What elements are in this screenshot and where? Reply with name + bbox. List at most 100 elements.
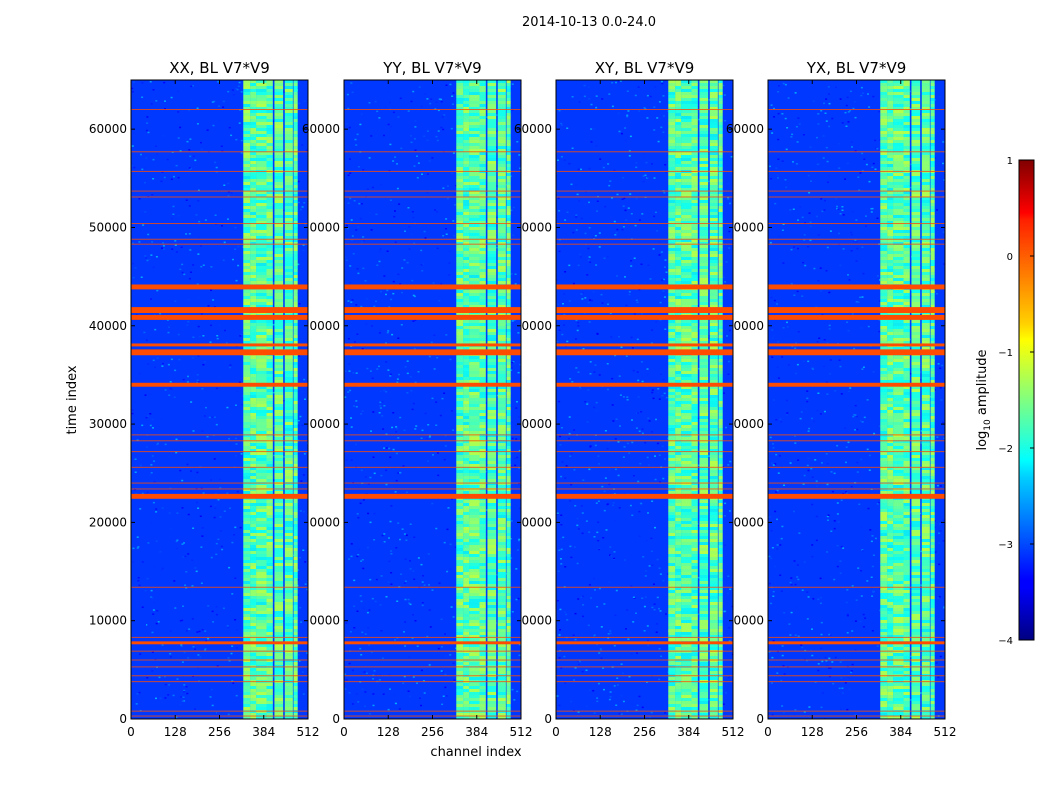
noise-pixel: [215, 553, 218, 556]
noise-pixel: [219, 237, 222, 239]
band-texture: [266, 161, 273, 164]
band-texture: [266, 140, 273, 143]
noise-pixel: [428, 664, 431, 666]
band-texture: [250, 263, 257, 266]
band-texture: [506, 404, 511, 407]
band-texture: [463, 281, 470, 284]
band-texture: [256, 140, 267, 143]
band-texture: [487, 200, 497, 203]
band-texture: [256, 539, 267, 542]
band-texture: [250, 269, 257, 272]
band-texture: [256, 611, 267, 614]
band-texture: [506, 575, 511, 578]
band-texture: [284, 458, 293, 461]
noise-pixel: [630, 213, 633, 215]
band-texture: [487, 137, 497, 140]
noise-pixel: [560, 156, 563, 158]
noise-pixel: [516, 456, 519, 459]
band-texture: [497, 116, 506, 119]
noise-pixel: [389, 373, 392, 376]
band-texture: [469, 521, 480, 524]
noise-pixel: [366, 611, 369, 614]
band-texture: [293, 362, 298, 365]
band-texture: [506, 638, 511, 641]
noise-pixel: [180, 644, 183, 646]
band-texture: [456, 410, 464, 413]
noise-pixel: [218, 105, 221, 107]
band-texture: [293, 323, 298, 326]
band-texture: [256, 548, 267, 551]
band-texture: [274, 428, 284, 431]
band-texture: [497, 533, 506, 536]
band-texture: [243, 101, 251, 104]
noise-pixel: [367, 546, 369, 549]
band-texture: [497, 86, 506, 89]
band-texture: [479, 134, 486, 137]
band-texture: [463, 707, 470, 710]
band-texture: [506, 458, 511, 461]
band-texture: [293, 212, 298, 215]
noise-pixel: [381, 534, 384, 537]
noise-pixel: [190, 85, 193, 88]
noise-pixel: [368, 644, 371, 646]
band-texture: [469, 191, 480, 194]
band-texture: [479, 245, 486, 248]
band-texture: [497, 503, 506, 506]
band-texture: [506, 269, 511, 272]
band-texture: [266, 290, 273, 293]
band-texture: [284, 179, 293, 182]
band-texture: [479, 299, 486, 302]
band-texture: [506, 251, 511, 254]
band-texture: [497, 272, 506, 275]
noise-pixel: [198, 220, 201, 223]
noise-pixel: [141, 492, 144, 495]
noise-pixel: [202, 364, 205, 366]
noise-pixel: [196, 631, 199, 633]
band-texture: [456, 131, 464, 134]
band-texture: [487, 623, 497, 626]
band-texture: [293, 275, 298, 278]
noise-pixel: [208, 416, 211, 419]
band-texture: [243, 416, 251, 419]
noise-pixel: [372, 693, 375, 695]
band-texture: [274, 530, 284, 533]
band-texture: [256, 683, 267, 686]
band-texture: [497, 101, 506, 104]
noise-pixel: [359, 502, 362, 505]
band-texture: [256, 512, 267, 515]
band-texture: [487, 92, 497, 95]
band-texture: [256, 695, 267, 698]
band-texture: [266, 365, 273, 368]
band-texture: [266, 638, 273, 641]
noise-pixel: [432, 282, 435, 284]
band-texture: [284, 440, 293, 443]
noise-pixel: [234, 226, 237, 229]
band-texture: [250, 257, 257, 260]
band-texture: [456, 608, 464, 611]
band-texture: [284, 206, 293, 209]
band-texture: [243, 617, 251, 620]
noise-pixel: [297, 180, 300, 183]
band-texture: [469, 158, 480, 161]
band-texture: [274, 395, 284, 398]
noise-pixel: [217, 499, 220, 501]
band-texture: [256, 323, 267, 326]
band-texture: [506, 479, 511, 482]
noise-pixel: [169, 387, 172, 390]
band-texture: [250, 656, 257, 659]
noise-pixel: [234, 526, 237, 529]
band-texture: [479, 329, 486, 332]
band-texture: [506, 434, 511, 437]
band-texture: [266, 278, 273, 281]
noise-pixel: [273, 454, 276, 457]
noise-pixel: [452, 152, 455, 154]
band-texture: [479, 677, 486, 680]
band-texture: [266, 575, 273, 578]
band-texture: [250, 632, 257, 635]
flagged-row-thin: [344, 650, 521, 652]
band-texture: [293, 104, 298, 107]
band-texture: [293, 86, 298, 89]
band-texture: [266, 275, 273, 278]
band-texture: [506, 521, 511, 524]
band-texture: [293, 131, 298, 134]
